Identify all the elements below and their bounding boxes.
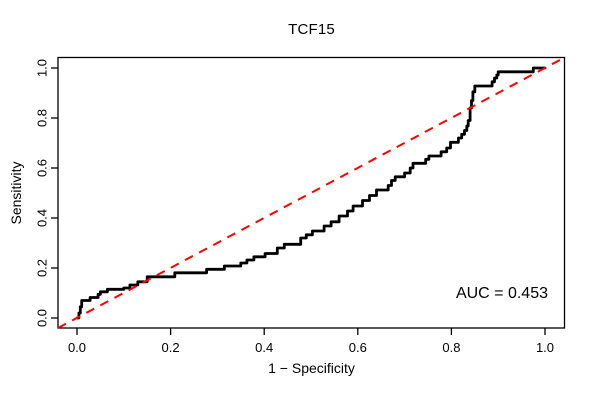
x-axis-title: 1 − Specificity (268, 360, 355, 376)
roc-curve-path (75, 66, 547, 320)
plot-box (57, 56, 566, 329)
auc-annotation: AUC = 0.453 (455, 285, 548, 302)
chance-diagonal-line (57, 56, 565, 329)
x-tick-label: 0.4 (255, 340, 273, 355)
x-tick-label: 0.0 (68, 340, 86, 355)
y-tick-label: 0.4 (35, 209, 50, 227)
y-tick-label: 0.2 (35, 259, 50, 277)
x-tick-label: 0.6 (349, 340, 367, 355)
y-tick-label: 0.0 (35, 309, 50, 327)
y-tick-label: 0.6 (35, 159, 50, 177)
y-tick-label: 1.0 (35, 59, 50, 77)
x-tick-label: 0.2 (162, 340, 180, 355)
x-tick-label: 1.0 (536, 340, 554, 355)
chart-title: TCF15 (288, 21, 335, 38)
x-tick-label: 0.8 (442, 340, 460, 355)
y-tick-label: 0.8 (35, 109, 50, 127)
